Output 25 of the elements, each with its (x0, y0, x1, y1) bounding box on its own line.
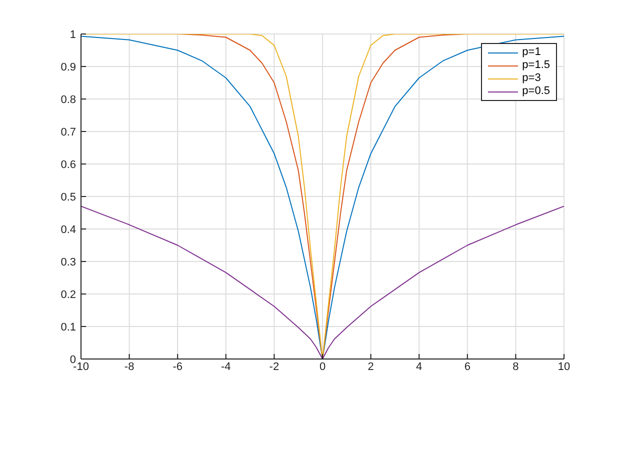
y-tick-label: 0.9 (60, 61, 76, 74)
y-tick-label: 0.7 (60, 126, 76, 138)
x-tick-label: -10 (73, 360, 89, 373)
y-tick-label: 0.6 (60, 158, 76, 171)
legend-label: p=3 (522, 72, 541, 85)
x-tick-label: 2 (368, 360, 374, 373)
x-tick-label: 0 (319, 360, 326, 373)
x-tick-label: 10 (558, 360, 570, 373)
x-tick-label: -8 (124, 360, 134, 373)
y-tick-label: 0.1 (60, 321, 76, 334)
legend-label: p=1 (522, 46, 541, 59)
x-tick-label: -6 (172, 360, 182, 373)
y-tick-label: 0.4 (60, 224, 76, 236)
x-tick-label: 6 (464, 360, 470, 373)
y-tick-label: 0.5 (60, 191, 76, 204)
legend-label: p=1.5 (522, 59, 550, 72)
y-tick-label: 0.3 (60, 256, 76, 268)
legend-label: p=0.5 (522, 85, 550, 98)
x-tick-label: 4 (416, 360, 422, 373)
x-tick-label: -4 (221, 360, 231, 373)
y-tick-label: 1 (70, 28, 76, 41)
x-tick-label: -2 (269, 360, 280, 373)
x-tick-label: 8 (512, 360, 519, 373)
y-tick-label: 0.2 (60, 288, 76, 301)
y-tick-label: 0.8 (60, 94, 76, 106)
